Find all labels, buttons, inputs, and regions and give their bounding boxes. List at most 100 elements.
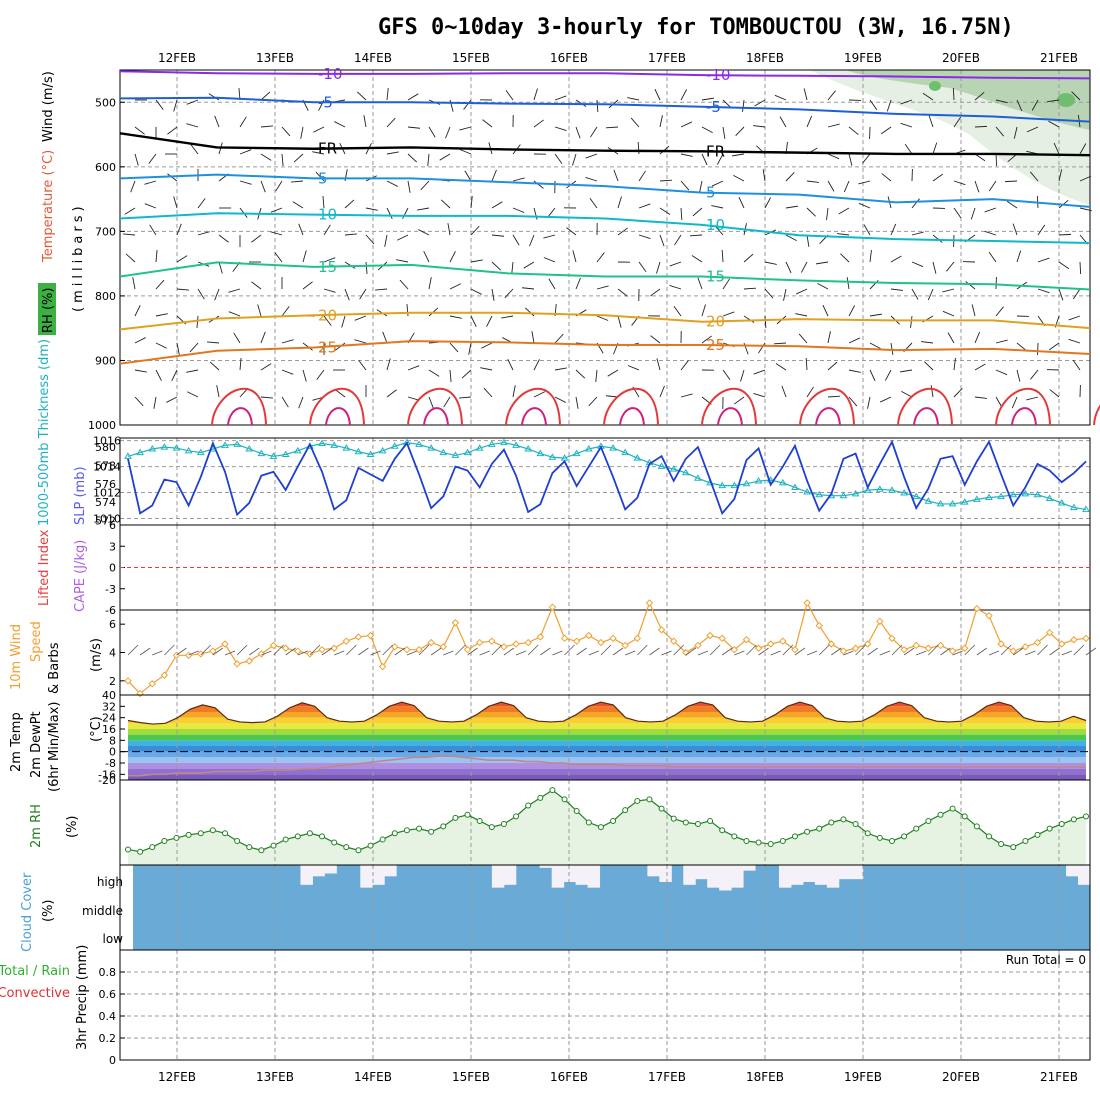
wind-barb — [344, 233, 357, 236]
wind-barb — [995, 369, 1008, 376]
wind-barb — [974, 153, 986, 162]
rh-point — [513, 813, 520, 820]
wind-barb — [127, 644, 139, 656]
isotherm-label: -10 — [706, 66, 731, 84]
y-tick-label: 0 — [109, 562, 116, 575]
wind-barb — [735, 126, 745, 136]
thickness-point — [669, 465, 678, 472]
wind-barb — [605, 126, 619, 129]
thickness-tick-label: 572 — [95, 514, 116, 527]
wind-barb — [481, 342, 493, 349]
wind-barb — [176, 223, 182, 236]
wind-barb — [186, 369, 199, 373]
wind-barb — [816, 261, 829, 265]
thickness-point — [803, 488, 811, 495]
rh-point — [755, 839, 762, 846]
temperature2m-labels: 2m Temp 2m DewPt (6hr Min/Max) (°C) — [9, 702, 104, 792]
cloud-high-cell — [743, 865, 756, 871]
wind-speed-point — [354, 633, 363, 641]
wind-speed-point — [209, 647, 217, 655]
wind-speed-point — [1021, 643, 1030, 651]
wind-barb — [701, 335, 712, 344]
rh-shading — [1057, 93, 1075, 107]
wind-barb — [1011, 396, 1018, 409]
wind-barb — [1072, 288, 1081, 300]
slp-label: SLP (mb) — [73, 466, 88, 525]
precip-panel: 0 0.2 0.4 0.6 0.8 — [99, 949, 1091, 1067]
wind-barb — [732, 153, 745, 157]
wind-barb — [689, 234, 703, 237]
wind-barb — [995, 99, 1008, 104]
rh-point — [488, 824, 495, 831]
rh-point — [925, 817, 932, 824]
wind-speed-point — [233, 660, 241, 668]
wind-barb — [512, 385, 516, 398]
thickness-point — [851, 489, 860, 497]
thickness-point — [584, 445, 593, 452]
wind-barb — [428, 126, 436, 138]
rh-point — [379, 836, 386, 843]
wind-barb — [239, 180, 252, 185]
wind-barb — [186, 99, 199, 105]
wind-barb — [134, 305, 141, 317]
wind-barb — [1072, 359, 1081, 371]
temp2m-label: 2m Temp — [9, 712, 24, 772]
wind-barb — [407, 126, 420, 129]
total-rain-label: Total / Rain — [0, 964, 70, 979]
wind-barb — [134, 396, 144, 407]
wind-barb — [1079, 143, 1087, 155]
wind-barb — [505, 90, 514, 101]
wind-barb — [512, 177, 525, 182]
thickness-point — [196, 448, 205, 456]
wind-barb — [827, 90, 836, 101]
thickness-point — [900, 488, 908, 496]
wind-speed-point — [633, 634, 642, 643]
wind-barb — [548, 278, 556, 290]
isotherm-line — [119, 173, 1091, 208]
wind-barb — [890, 223, 897, 236]
wind-barb — [783, 288, 787, 301]
wind-barb — [903, 647, 915, 656]
wind-barb — [721, 647, 733, 656]
wind-barb — [795, 313, 808, 317]
top-date-label: 15FEB — [452, 51, 490, 65]
thickness-slp-panel: 572 574 576 578 580 1010 1012 1014 1016 — [93, 435, 1091, 527]
y-tick-label: -8 — [105, 757, 116, 770]
wind-barb — [869, 313, 882, 317]
y-tick-label: 1000 — [88, 419, 116, 432]
wind-barb — [1006, 200, 1018, 209]
y-tick-label: -16 — [98, 768, 116, 781]
wind-barb — [656, 358, 661, 371]
thickness-point — [330, 441, 339, 448]
bottom-date-label: 15FEB — [452, 1070, 490, 1084]
wind-barb — [479, 650, 490, 656]
wind-barb — [531, 331, 535, 344]
wind-barb — [486, 315, 493, 327]
wind-barb — [1079, 175, 1092, 182]
rh-point — [282, 836, 289, 843]
wind-barb — [764, 197, 772, 209]
thickness-point — [463, 448, 472, 456]
wind-barb — [260, 125, 273, 128]
wind-barb — [764, 288, 774, 299]
wind-barb — [588, 396, 598, 407]
wind-speed-point — [560, 634, 569, 643]
wind-barb — [840, 253, 850, 263]
wind-barb — [420, 180, 430, 191]
cloud-high-cell — [324, 865, 337, 874]
thickness-point — [681, 468, 690, 476]
wind-barb — [659, 179, 673, 182]
wind-barb — [386, 180, 398, 187]
wind-speed-point — [948, 647, 957, 655]
isotherm-label: 10 — [706, 216, 725, 234]
thickness-point — [318, 439, 326, 446]
cloud-high-cell — [503, 865, 517, 885]
wind-barb — [281, 396, 289, 408]
wind-barb — [711, 180, 724, 187]
wind-speed-point — [221, 640, 229, 648]
wind-barb — [869, 369, 876, 382]
rh-point — [973, 823, 980, 830]
wind-barb — [302, 250, 307, 263]
wind-barb — [831, 647, 842, 656]
wind-barb — [613, 169, 619, 182]
